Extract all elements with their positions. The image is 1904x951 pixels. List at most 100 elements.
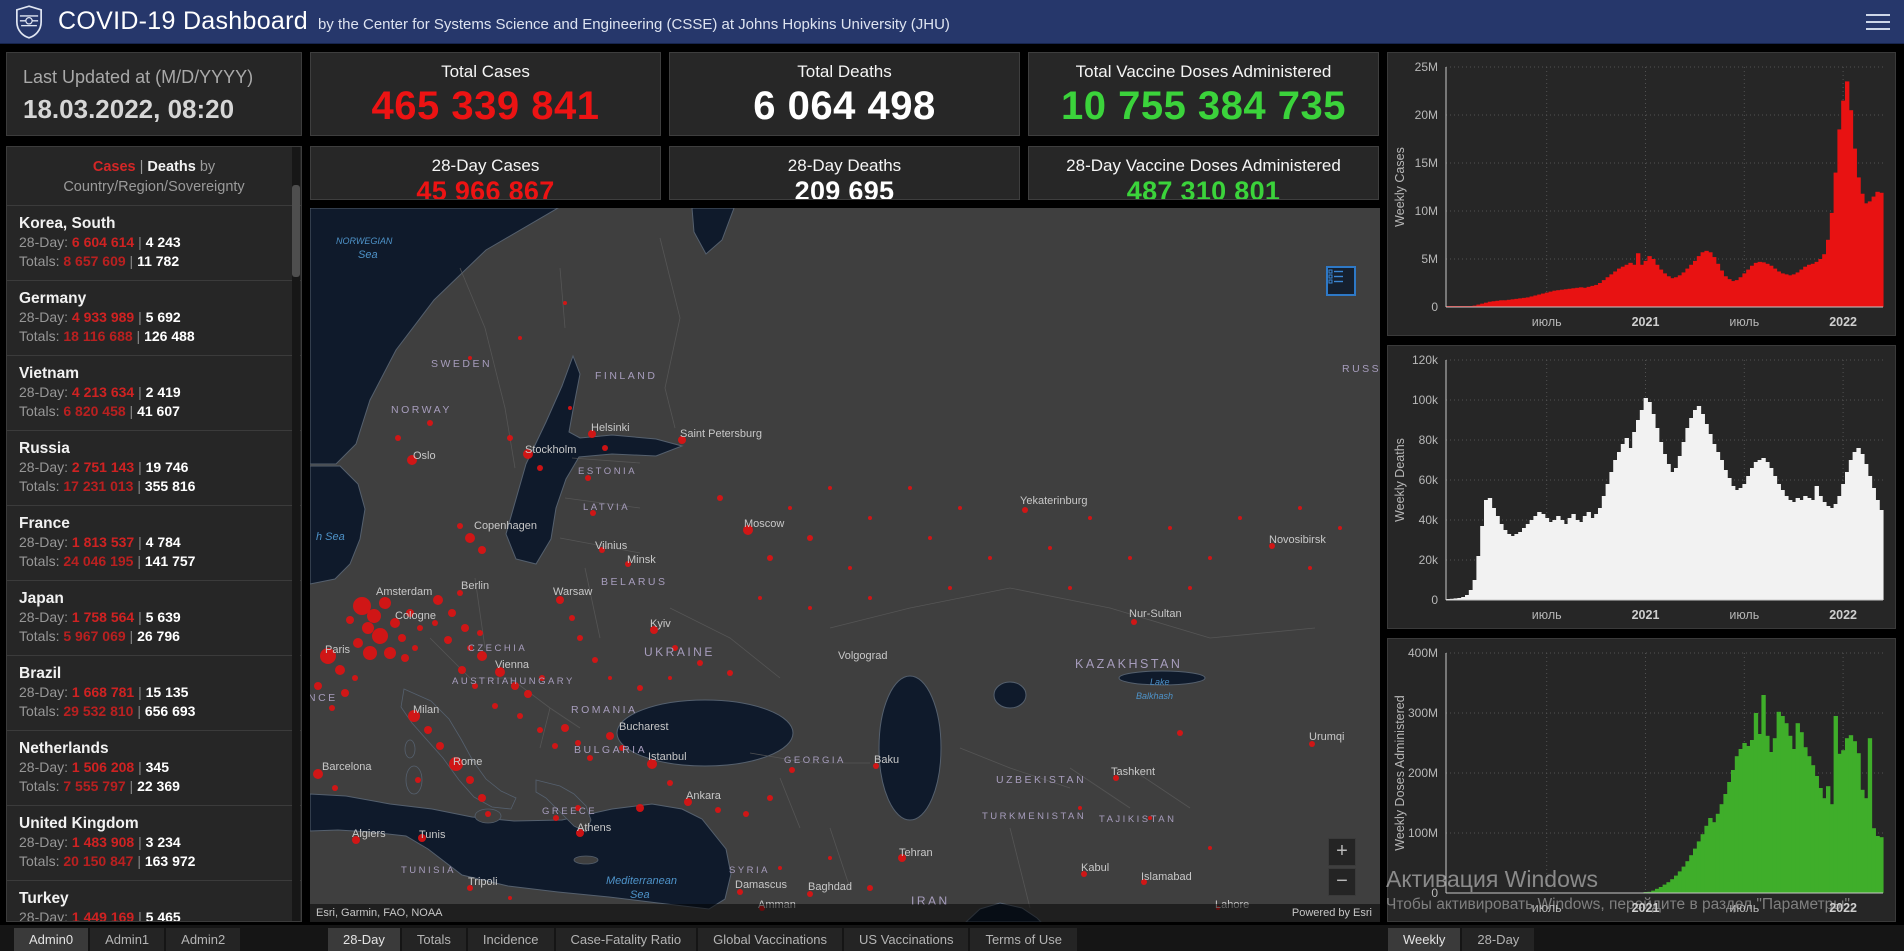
case-cluster-dot[interactable] [467,645,473,651]
case-cluster-dot[interactable] [569,615,575,621]
case-cluster-dot[interactable] [478,546,486,554]
case-cluster-dot[interactable] [353,638,363,648]
case-cluster-dot[interactable] [485,811,491,817]
case-cluster-dot[interactable] [758,596,762,600]
case-cluster-dot[interactable] [592,657,598,663]
case-cluster-dot[interactable] [767,795,773,801]
case-cluster-dot[interactable] [1081,871,1087,877]
case-cluster-dot[interactable] [650,626,658,634]
hamburger-menu-icon[interactable] [1866,9,1890,35]
country-row[interactable]: Korea, South 28-Day: 6 604 614 | 4 243 Tot… [7,205,301,280]
case-cluster-dot[interactable] [577,635,583,641]
case-cluster-dot[interactable] [407,455,417,465]
country-row[interactable]: United Kingdom 28-Day: 1 483 908 | 3 234 T… [7,805,301,880]
case-cluster-dot[interactable] [352,675,358,681]
case-cluster-dot[interactable] [1238,516,1242,520]
case-cluster-dot[interactable] [561,724,569,732]
case-cluster-dot[interactable] [537,727,543,733]
case-cluster-dot[interactable] [395,435,401,441]
case-cluster-dot[interactable] [1338,526,1342,530]
case-cluster-dot[interactable] [636,804,644,812]
case-cluster-dot[interactable] [715,807,721,813]
tab-global-vaccinations[interactable]: Global Vaccinations [698,928,843,951]
case-cluster-dot[interactable] [458,666,466,674]
case-cluster-dot[interactable] [517,713,523,719]
case-cluster-dot[interactable] [1078,806,1082,810]
case-cluster-dot[interactable] [868,516,872,520]
tab-28-day[interactable]: 28-Day [328,928,400,951]
world-map[interactable]: SWEDEN FINLAND NORWAY RUSSIA ESTONIA LATVIA BE… [310,208,1380,922]
country-row[interactable]: Germany 28-Day: 4 933 989 | 5 692 Totals: … [7,280,301,355]
case-cluster-dot[interactable] [433,595,443,605]
case-cluster-dot[interactable] [1188,586,1192,590]
case-cluster-dot[interactable] [320,648,336,664]
case-cluster-dot[interactable] [563,301,567,305]
case-cluster-dot[interactable] [667,780,673,786]
case-cluster-dot[interactable] [467,885,473,891]
case-cluster-dot[interactable] [868,596,872,600]
case-cluster-dot[interactable] [477,630,483,636]
case-cluster-dot[interactable] [390,618,400,628]
case-cluster-dot[interactable] [367,609,381,623]
case-cluster-dot[interactable] [1128,556,1132,560]
zoom-in-button[interactable]: + [1328,838,1356,866]
case-cluster-dot[interactable] [552,743,558,749]
case-cluster-dot[interactable] [468,356,472,360]
country-row[interactable]: France 28-Day: 1 813 537 | 4 784 Totals: 2… [7,505,301,580]
case-cluster-dot[interactable] [606,732,614,740]
header-cases-label[interactable]: Cases [92,159,136,175]
case-cluster-dot[interactable] [406,609,414,617]
case-cluster-dot[interactable] [537,465,543,471]
case-cluster-dot[interactable] [401,654,409,662]
case-cluster-dot[interactable] [398,634,406,642]
case-cluster-dot[interactable] [1308,566,1312,570]
case-cluster-dot[interactable] [637,685,643,691]
country-list-scrollbar[interactable] [292,147,300,921]
case-cluster-dot[interactable] [807,891,813,897]
case-cluster-dot[interactable] [417,625,423,631]
case-cluster-dot[interactable] [1068,586,1072,590]
case-cluster-dot[interactable] [448,609,456,617]
case-cluster-dot[interactable] [472,683,478,689]
case-cluster-dot[interactable] [329,705,335,711]
case-cluster-dot[interactable] [602,445,608,451]
case-cluster-dot[interactable] [807,535,813,541]
case-cluster-dot[interactable] [363,646,377,660]
case-cluster-dot[interactable] [523,449,533,459]
case-cluster-dot[interactable] [415,777,421,783]
zoom-out-button[interactable]: − [1328,868,1356,896]
tab-admin0[interactable]: Admin0 [14,928,89,951]
case-cluster-dot[interactable] [508,896,512,900]
case-cluster-dot[interactable] [608,676,612,680]
case-cluster-dot[interactable] [539,675,545,681]
case-cluster-dot[interactable] [427,420,433,426]
case-cluster-dot[interactable] [590,510,596,516]
case-cluster-dot[interactable] [684,798,692,806]
country-row[interactable]: Vietnam 28-Day: 4 213 634 | 2 419 Totals: … [7,355,301,430]
case-cluster-dot[interactable] [743,811,749,817]
weekly-cases-chart[interactable]: 0 5M 10M 15M 20M 25M июль 2021 июль 2022 Weekly Ca… [1387,52,1896,336]
case-cluster-dot[interactable] [697,660,703,666]
case-cluster-dot[interactable] [353,597,371,615]
case-cluster-dot[interactable] [789,767,795,773]
case-cluster-dot[interactable] [778,866,782,870]
case-cluster-dot[interactable] [928,536,932,540]
case-cluster-dot[interactable] [346,616,354,624]
case-cluster-dot[interactable] [478,794,486,802]
tab-weekly[interactable]: Weekly [1388,928,1461,951]
case-cluster-dot[interactable] [727,670,733,676]
tab-admin1[interactable]: Admin1 [90,928,165,951]
case-cluster-dot[interactable] [341,689,349,697]
case-cluster-dot[interactable] [461,624,469,632]
case-cluster-dot[interactable] [1269,543,1275,549]
case-cluster-dot[interactable] [1131,619,1137,625]
case-cluster-dot[interactable] [988,556,992,560]
case-cluster-dot[interactable] [767,555,773,561]
case-cluster-dot[interactable] [1298,506,1302,510]
case-cluster-dot[interactable] [553,815,559,821]
case-cluster-dot[interactable] [507,435,513,441]
case-cluster-dot[interactable] [1088,516,1092,520]
scrollbar-thumb[interactable] [292,185,300,277]
case-cluster-dot[interactable] [457,590,463,596]
